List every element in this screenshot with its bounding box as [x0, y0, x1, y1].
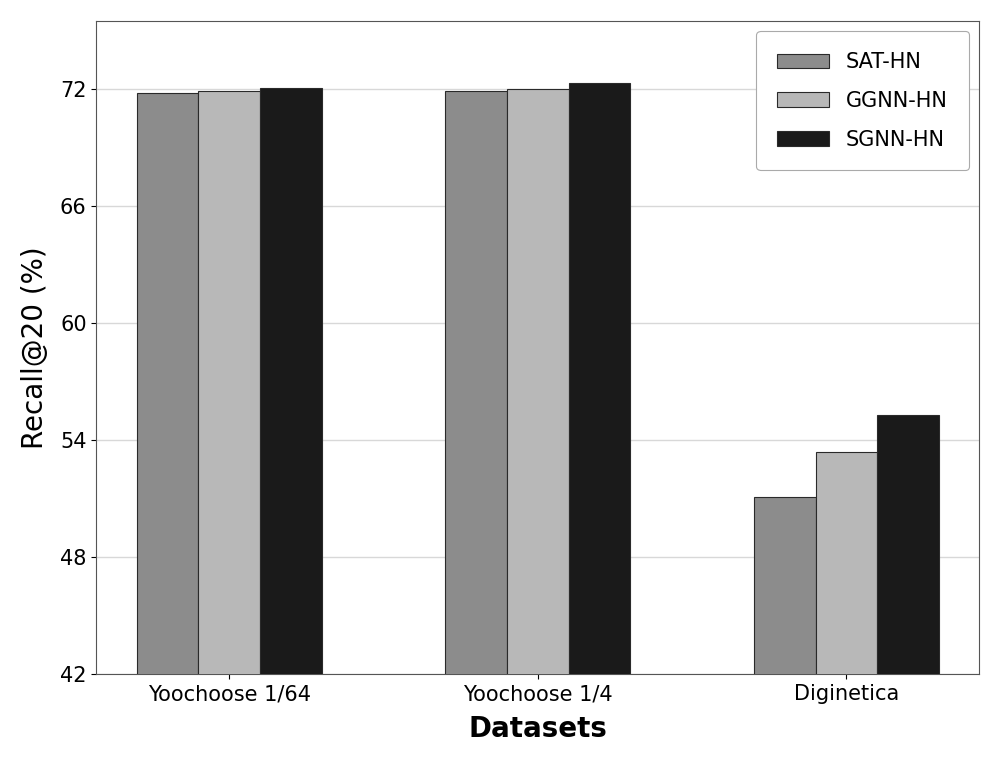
Legend: SAT-HN, GGNN-HN, SGNN-HN: SAT-HN, GGNN-HN, SGNN-HN [756, 31, 969, 170]
Bar [569, 83, 630, 764]
Bar [507, 89, 569, 764]
Bar [754, 497, 816, 764]
Bar [137, 93, 198, 764]
X-axis label: Datasets: Datasets [468, 715, 607, 743]
Bar [260, 88, 322, 764]
Bar [877, 415, 939, 764]
Bar [816, 452, 877, 764]
Bar [198, 91, 260, 764]
Y-axis label: Recall@20 (%): Recall@20 (%) [21, 246, 49, 449]
Bar [445, 91, 507, 764]
